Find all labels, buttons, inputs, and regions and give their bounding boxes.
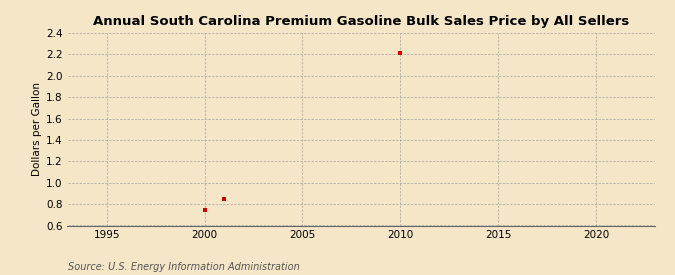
Title: Annual South Carolina Premium Gasoline Bulk Sales Price by All Sellers: Annual South Carolina Premium Gasoline B… (93, 15, 629, 28)
Point (219, 197, 230, 201)
Point (395, 51, 406, 56)
Text: Source: U.S. Energy Information Administration: Source: U.S. Energy Information Administ… (68, 262, 299, 272)
Y-axis label: Dollars per Gallon: Dollars per Gallon (32, 82, 42, 176)
Point (199, 207, 210, 212)
